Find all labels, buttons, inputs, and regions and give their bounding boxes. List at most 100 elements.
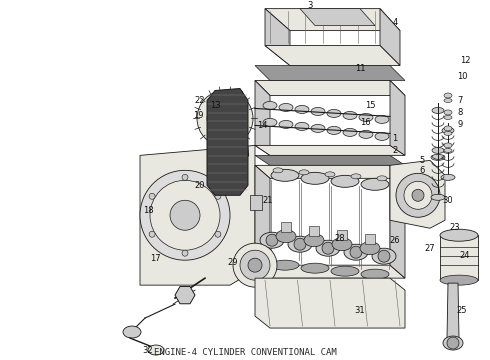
Polygon shape <box>250 195 262 210</box>
Ellipse shape <box>288 236 312 252</box>
Polygon shape <box>265 9 290 66</box>
Text: 23: 23 <box>450 223 460 232</box>
Circle shape <box>266 234 278 246</box>
Circle shape <box>350 246 362 258</box>
Circle shape <box>215 231 221 237</box>
Ellipse shape <box>361 269 389 279</box>
Ellipse shape <box>441 174 455 180</box>
Ellipse shape <box>304 234 324 247</box>
Circle shape <box>240 250 270 280</box>
Polygon shape <box>447 283 459 338</box>
Ellipse shape <box>359 113 373 121</box>
Text: 2: 2 <box>392 146 397 155</box>
Ellipse shape <box>332 238 352 251</box>
Ellipse shape <box>331 175 359 187</box>
Polygon shape <box>175 287 195 304</box>
Circle shape <box>140 170 230 260</box>
Circle shape <box>412 189 424 201</box>
Polygon shape <box>440 235 478 280</box>
Ellipse shape <box>444 99 452 103</box>
Text: 9: 9 <box>457 120 463 129</box>
Text: 20: 20 <box>195 181 205 190</box>
Ellipse shape <box>375 116 389 123</box>
Text: 24: 24 <box>460 251 470 260</box>
Text: 21: 21 <box>263 196 273 205</box>
Ellipse shape <box>271 260 299 270</box>
Ellipse shape <box>299 170 309 175</box>
Ellipse shape <box>301 263 329 273</box>
Circle shape <box>197 90 253 147</box>
Ellipse shape <box>279 103 293 112</box>
Circle shape <box>207 100 243 136</box>
Ellipse shape <box>440 275 478 285</box>
Text: 12: 12 <box>460 56 470 65</box>
Polygon shape <box>255 278 405 328</box>
Ellipse shape <box>444 131 452 135</box>
Ellipse shape <box>375 132 389 140</box>
Circle shape <box>182 250 188 256</box>
Text: 5: 5 <box>419 156 425 165</box>
Circle shape <box>322 242 334 254</box>
Ellipse shape <box>344 244 368 260</box>
Ellipse shape <box>351 174 361 179</box>
Ellipse shape <box>325 172 335 177</box>
Polygon shape <box>255 156 405 165</box>
Text: 17: 17 <box>149 254 160 263</box>
Ellipse shape <box>295 105 309 113</box>
Polygon shape <box>140 145 255 285</box>
Text: 27: 27 <box>425 244 435 253</box>
Text: 10: 10 <box>457 72 467 81</box>
Polygon shape <box>390 165 405 278</box>
Ellipse shape <box>327 126 341 134</box>
Ellipse shape <box>316 240 340 256</box>
Text: 11: 11 <box>355 64 365 73</box>
Polygon shape <box>365 234 375 244</box>
Ellipse shape <box>444 93 452 98</box>
Ellipse shape <box>327 109 341 117</box>
Ellipse shape <box>442 127 454 134</box>
Ellipse shape <box>440 229 478 241</box>
Polygon shape <box>265 46 400 66</box>
Ellipse shape <box>444 126 452 131</box>
Text: 4: 4 <box>392 18 397 27</box>
Polygon shape <box>255 165 270 275</box>
Ellipse shape <box>301 172 329 184</box>
Ellipse shape <box>271 169 299 181</box>
Text: 29: 29 <box>228 258 238 267</box>
Polygon shape <box>255 165 405 178</box>
Polygon shape <box>380 9 400 66</box>
Circle shape <box>149 231 155 237</box>
Circle shape <box>170 200 200 230</box>
Ellipse shape <box>343 129 357 136</box>
Ellipse shape <box>444 148 452 152</box>
Text: 25: 25 <box>457 306 467 315</box>
Ellipse shape <box>311 125 325 132</box>
Ellipse shape <box>444 116 452 120</box>
Polygon shape <box>255 81 270 156</box>
Polygon shape <box>255 66 405 81</box>
Ellipse shape <box>263 102 277 109</box>
Ellipse shape <box>273 168 283 173</box>
Text: 3: 3 <box>307 1 313 10</box>
Ellipse shape <box>311 107 325 116</box>
Text: 31: 31 <box>355 306 366 315</box>
Circle shape <box>217 111 233 126</box>
Ellipse shape <box>295 122 309 130</box>
Circle shape <box>396 173 440 217</box>
Text: 14: 14 <box>257 121 267 130</box>
Ellipse shape <box>431 194 445 200</box>
Polygon shape <box>300 9 375 26</box>
Text: 26: 26 <box>390 236 400 245</box>
Ellipse shape <box>377 176 387 181</box>
Ellipse shape <box>279 121 293 129</box>
Text: 18: 18 <box>143 206 153 215</box>
Ellipse shape <box>263 118 277 126</box>
Circle shape <box>149 193 155 199</box>
Text: 15: 15 <box>365 101 375 110</box>
Polygon shape <box>255 145 405 156</box>
Text: 7: 7 <box>457 96 463 105</box>
Circle shape <box>182 174 188 180</box>
Ellipse shape <box>443 336 463 350</box>
Ellipse shape <box>360 242 380 255</box>
Polygon shape <box>255 265 405 278</box>
